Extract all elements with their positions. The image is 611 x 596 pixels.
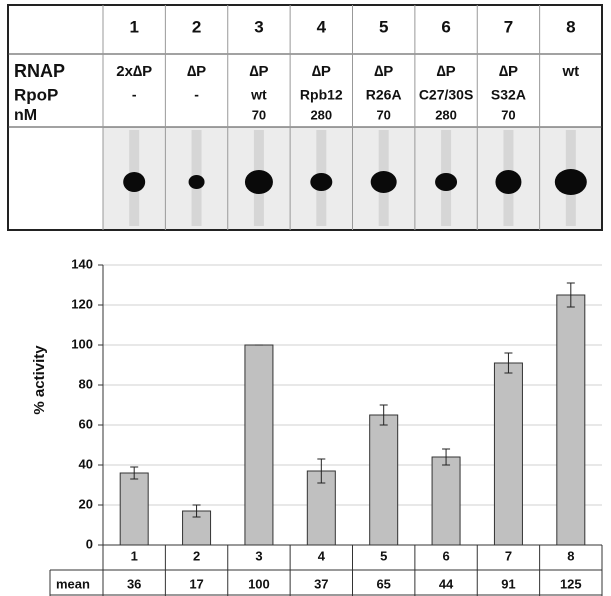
y-tick-label: 60 [79, 416, 93, 431]
bar [432, 457, 460, 545]
value-label: 125 [560, 576, 582, 591]
y-tick-label: 40 [79, 456, 93, 471]
value-label: 44 [439, 576, 454, 591]
cell: ∆P [312, 63, 331, 80]
value-label: 91 [501, 576, 515, 591]
x-tick-label: 4 [318, 548, 326, 563]
y-tick-label: 120 [71, 296, 93, 311]
row-label: nM [14, 107, 37, 124]
lane-number: 5 [379, 17, 388, 36]
x-tick-label: 7 [505, 548, 512, 563]
gel-spot [245, 170, 273, 194]
y-tick-label: 0 [86, 536, 93, 551]
x-tick-label: 8 [567, 548, 574, 563]
lane-number: 4 [317, 17, 327, 36]
cell: 70 [252, 107, 266, 122]
cell: 70 [376, 107, 390, 122]
gel-spot [123, 172, 145, 192]
bar [120, 473, 148, 545]
cell: 280 [310, 107, 332, 122]
value-label: 36 [127, 576, 141, 591]
y-tick-label: 140 [71, 256, 93, 271]
x-tick-label: 1 [131, 548, 138, 563]
x-tick-label: 6 [442, 548, 449, 563]
y-axis-label: % activity [31, 345, 48, 415]
cell: 70 [501, 107, 515, 122]
cell: ∆P [499, 63, 518, 80]
row-label: RNAP [14, 61, 65, 81]
lane-number: 6 [441, 17, 450, 36]
lane-number: 8 [566, 17, 575, 36]
y-tick-label: 20 [79, 496, 93, 511]
cell: - [132, 87, 137, 103]
bar [494, 363, 522, 545]
cell: ∆P [374, 63, 393, 80]
gel-spot [495, 170, 521, 194]
x-tick-label: 3 [255, 548, 262, 563]
cell: Rpb12 [300, 87, 343, 103]
gel-spot [310, 173, 332, 191]
cell: 280 [435, 107, 457, 122]
value-label: 37 [314, 576, 328, 591]
cell: wt [561, 63, 579, 80]
gel-spot [371, 171, 397, 193]
cell: R26A [366, 87, 402, 103]
gel-spot [435, 173, 457, 191]
cell: ∆P [436, 63, 455, 80]
gel-spot [189, 175, 205, 189]
bar [370, 415, 398, 545]
figure: % activity 1 2 3 4 5 6 7 8 RNAP 2x∆P ∆P ∆P ∆P ∆P ∆P ∆P w… [0, 0, 611, 596]
cell: 2x∆P [116, 63, 152, 80]
cell: S32A [491, 87, 526, 103]
y-tick-label: 80 [79, 376, 93, 391]
x-tick-label: 2 [193, 548, 200, 563]
bar [557, 295, 585, 545]
lane-number: 1 [129, 17, 138, 36]
x-tick-label: 5 [380, 548, 387, 563]
bar [245, 345, 273, 545]
gel-spot [555, 169, 587, 195]
cell: - [194, 87, 199, 103]
row-label: RpoP [14, 85, 58, 104]
value-label: 17 [189, 576, 203, 591]
cell: ∆P [187, 63, 206, 80]
value-label: 100 [248, 576, 270, 591]
value-label: 65 [376, 576, 390, 591]
cell: wt [250, 87, 267, 103]
cell: ∆P [249, 63, 268, 80]
y-tick-label: 100 [71, 336, 93, 351]
cell: C27/30S [419, 87, 473, 103]
lane-number: 7 [504, 17, 513, 36]
lane-number: 2 [192, 17, 201, 36]
lane-number: 3 [254, 17, 263, 36]
row-label: mean [56, 576, 90, 591]
